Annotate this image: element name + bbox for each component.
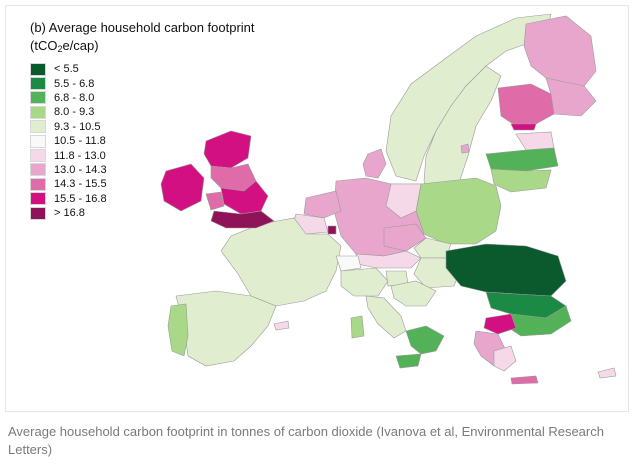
legend: (b) Average household carbon footprint (… xyxy=(30,19,255,220)
region-greece-south xyxy=(493,345,517,372)
region-wales xyxy=(205,191,225,211)
figure-caption: Average household carbon footprint in to… xyxy=(8,424,604,457)
europe-map xyxy=(160,13,617,385)
region-germany-east xyxy=(385,183,422,219)
legend-unit-prefix: (tCO xyxy=(30,38,58,53)
region-helsinki xyxy=(510,123,537,131)
legend-title: (b) Average household carbon footprint xyxy=(30,20,255,35)
legend-label: > 16.8 xyxy=(54,207,85,220)
legend-swatch xyxy=(30,91,46,105)
region-italy-north xyxy=(340,267,389,297)
region-lithuania xyxy=(490,168,552,193)
region-scotland xyxy=(203,130,252,169)
region-czechia xyxy=(383,223,427,252)
region-switzerland xyxy=(335,255,362,272)
region-ireland xyxy=(160,163,205,212)
legend-swatch xyxy=(30,149,46,163)
legend-item: 11.8 - 13.0 xyxy=(30,148,255,163)
region-cyprus xyxy=(597,367,617,379)
legend-swatch xyxy=(30,192,46,206)
legend-swatch xyxy=(30,177,46,191)
region-finland-south xyxy=(497,83,555,127)
legend-label: 11.8 - 13.0 xyxy=(54,149,106,162)
region-balearic xyxy=(273,320,290,331)
region-sicily xyxy=(395,353,422,369)
region-portugal xyxy=(167,303,189,357)
map-figure: (b) Average household carbon footprint (… xyxy=(5,5,629,412)
legend-label: 14.3 - 15.5 xyxy=(54,178,107,191)
region-italy-south xyxy=(405,325,445,355)
legend-swatch xyxy=(30,105,46,119)
legend-swatch xyxy=(30,134,46,148)
region-sweden xyxy=(423,65,502,207)
legend-swatch xyxy=(30,163,46,177)
legend-unit-subscript: 2 xyxy=(57,44,63,54)
legend-label: 6.8 - 8.0 xyxy=(54,91,95,104)
legend-item: 6.8 - 8.0 xyxy=(30,91,255,105)
region-england-south xyxy=(210,210,275,229)
legend-label: 15.5 - 16.8 xyxy=(54,192,107,205)
legend-item: 5.5 - 6.8 xyxy=(30,76,255,91)
legend-swatch xyxy=(30,77,46,91)
legend-item: 9.3 - 10.5 xyxy=(30,120,255,134)
region-romania-north xyxy=(445,243,567,297)
legend-swatch xyxy=(30,120,46,134)
region-spain xyxy=(175,290,277,367)
region-sardinia xyxy=(350,315,365,339)
region-luxembourg xyxy=(327,225,337,235)
region-estonia xyxy=(515,131,555,151)
legend-swatch xyxy=(30,62,46,76)
region-greece-north xyxy=(483,313,517,335)
region-crete xyxy=(510,375,539,385)
legend-item: 14.3 - 15.5 xyxy=(30,177,255,191)
region-finland-north xyxy=(523,15,597,87)
region-baltic-island xyxy=(460,143,470,154)
region-norway xyxy=(385,13,552,182)
region-netherlands xyxy=(303,190,342,219)
region-finland-east xyxy=(545,77,597,117)
legend-item: 15.5 - 16.8 xyxy=(30,192,255,206)
legend-item: > 16.8 xyxy=(30,206,255,220)
region-poland xyxy=(415,177,502,245)
legend-item: 10.5 - 11.8 xyxy=(30,134,255,148)
region-denmark xyxy=(362,148,387,179)
legend-label: 9.3 - 10.5 xyxy=(54,120,101,133)
legend-label: 10.5 - 11.8 xyxy=(54,135,106,148)
legend-item: 13.0 - 14.3 xyxy=(30,163,255,177)
legend-swatch xyxy=(30,206,46,220)
legend-unit-suffix: e/cap) xyxy=(62,38,99,53)
region-france xyxy=(220,217,342,307)
legend-unit: (tCO2e/cap) xyxy=(30,37,255,58)
region-italy-center xyxy=(365,295,407,339)
legend-label: 5.5 - 6.8 xyxy=(54,77,95,90)
region-austria xyxy=(355,250,422,269)
legend-item: 8.0 - 9.3 xyxy=(30,105,255,119)
legend-label: 13.0 - 14.3 xyxy=(54,163,107,176)
legend-item: < 5.5 xyxy=(30,62,255,76)
legend-label: < 5.5 xyxy=(54,63,79,76)
region-england-mid xyxy=(220,180,269,215)
region-croatia xyxy=(390,280,437,307)
region-latvia xyxy=(485,147,559,172)
legend-label: 8.0 - 9.3 xyxy=(54,106,95,119)
legend-list: < 5.5 5.5 - 6.8 6.8 - 8.0 8.0 - 9.3 9.3 … xyxy=(30,62,255,220)
